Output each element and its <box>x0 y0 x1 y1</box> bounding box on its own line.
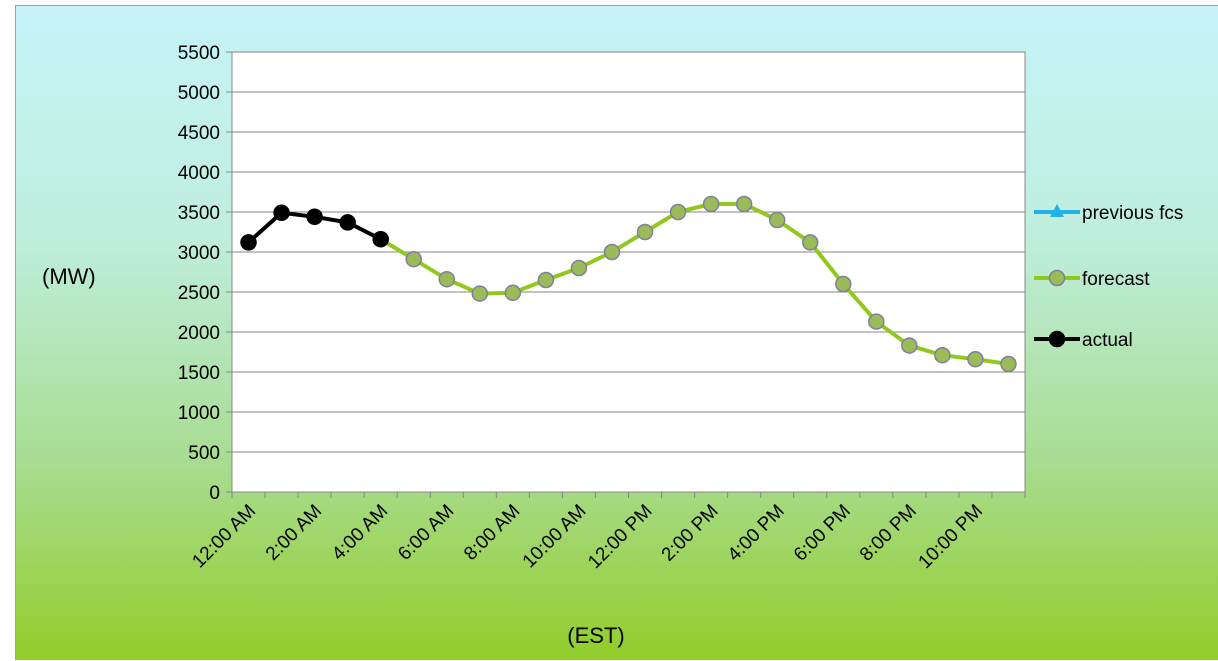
legend-marker-forecast <box>1048 269 1066 287</box>
y-tick-label: 1500 <box>178 363 220 384</box>
y-tick-label: 3000 <box>178 243 220 264</box>
data-point-forecast <box>868 313 885 330</box>
data-point-forecast <box>405 250 422 268</box>
y-tick-label: 4000 <box>178 163 220 184</box>
y-tick-label: 2000 <box>178 323 220 344</box>
series-points <box>240 195 1017 373</box>
data-point-forecast <box>438 270 456 288</box>
data-point-forecast <box>603 243 621 261</box>
y-axis-title: (MW) <box>42 264 96 289</box>
x-tick-label: 4:00 AM <box>328 501 392 565</box>
data-point-forecast <box>901 337 918 354</box>
load-chart: 0 500 1000 1500 2000 2500 3000 3500 4000 4500 5000… <box>42 43 1183 648</box>
data-point-forecast <box>835 275 852 293</box>
data-point-actual <box>273 204 290 222</box>
data-point-forecast <box>702 195 720 213</box>
legend-marker-previous-fcs <box>1050 204 1064 217</box>
legend-marker-actual <box>1048 330 1066 348</box>
x-tick-label: 6:00 AM <box>394 501 458 565</box>
x-axis-title: (EST) <box>567 623 624 648</box>
x-tick-label: 10:00 AM <box>519 501 591 573</box>
data-point-forecast <box>1000 355 1017 373</box>
x-tick-label: 8:00 AM <box>460 501 524 565</box>
legend-label-previous-fcs: previous fcs <box>1082 203 1183 224</box>
legend-label-actual: actual <box>1082 330 1133 351</box>
data-point-actual <box>339 214 356 231</box>
data-point-forecast <box>934 346 951 364</box>
y-tick-label: 3500 <box>178 203 220 224</box>
x-axis-ticks: 12:00 AM 2:00 AM 4:00 AM 6:00 AM 8:00 AM10:0… <box>188 492 1026 573</box>
gridlines <box>232 51 1025 453</box>
y-tick-label: 5000 <box>178 83 220 104</box>
y-tick-label: 500 <box>188 443 220 464</box>
chart-frame: 0 500 1000 1500 2000 2500 3000 3500 4000 4500 5000… <box>15 5 1218 660</box>
data-point-forecast <box>636 223 654 241</box>
data-point-forecast <box>504 284 522 302</box>
x-tick-label: 12:00 AM <box>188 501 260 573</box>
data-point-forecast <box>471 285 489 302</box>
x-tick-label: 2:00 PM <box>658 501 723 566</box>
data-point-forecast <box>735 195 753 213</box>
x-tick-label: 8:00 PM <box>856 501 921 566</box>
legend-label-forecast: forecast <box>1082 269 1150 290</box>
data-point-forecast <box>967 350 984 368</box>
y-tick-label: 2500 <box>178 283 220 304</box>
data-point-actual <box>240 234 257 251</box>
x-tick-label: 4:00 PM <box>724 501 789 566</box>
y-tick-label: 4500 <box>178 123 220 144</box>
x-tick-label: 12:00 PM <box>584 501 656 573</box>
data-point-forecast <box>768 211 786 229</box>
data-point-forecast <box>537 271 555 289</box>
data-point-forecast <box>801 234 819 251</box>
y-tick-label: 1000 <box>178 403 220 424</box>
x-tick-label: 6:00 PM <box>790 501 855 566</box>
plot-area <box>231 51 1026 493</box>
data-point-actual <box>306 208 323 226</box>
data-point-forecast <box>669 203 687 221</box>
data-point-actual <box>372 230 389 248</box>
y-axis-ticks: 0 500 1000 1500 2000 2500 3000 3500 4000 4500 5000… <box>178 43 232 504</box>
data-point-forecast <box>570 259 588 277</box>
legend: previous fcs forecast actual <box>1034 203 1183 351</box>
y-tick-label: 5500 <box>178 43 220 64</box>
y-tick-label: 0 <box>209 483 220 504</box>
x-tick-label: 2:00 AM <box>262 501 326 565</box>
x-tick-label: 10:00 PM <box>915 501 987 573</box>
